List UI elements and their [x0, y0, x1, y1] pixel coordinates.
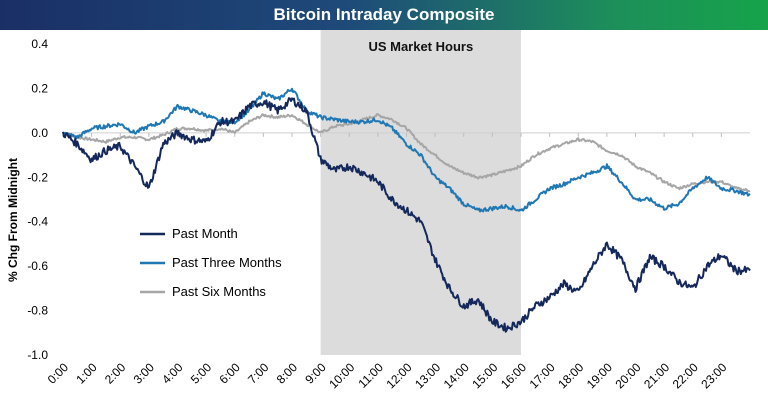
- legend-entry: Past Month: [172, 226, 238, 241]
- y-tick-label: 0.0: [31, 126, 48, 140]
- x-tick-label: 16:00: [498, 360, 529, 391]
- legend: Past Month Past Three Months Past Six Mont…: [140, 226, 282, 299]
- y-tick-label: 0.4: [31, 37, 48, 51]
- axes-layer: 0:00 1:00 2:00 3:00 4:00 5:00 6:00 7:00 8:00 9:00…: [27, 37, 750, 391]
- y-tick-label: -1.0: [27, 348, 48, 362]
- market-hours-label: US Market Hours: [368, 39, 473, 54]
- series-line-past-month: [62, 97, 751, 333]
- x-tick-label: 20:00: [612, 360, 643, 391]
- x-tick-label: 18:00: [555, 360, 586, 391]
- x-tick-label: 22:00: [670, 360, 701, 391]
- x-tick-label: 5:00: [188, 360, 215, 387]
- x-tick-label: 11:00: [355, 360, 386, 391]
- chart-title: Bitcoin Intraday Composite: [273, 5, 495, 24]
- x-tick-label: 0:00: [45, 360, 72, 387]
- chart-title-bar: Bitcoin Intraday Composite: [0, 0, 768, 30]
- x-tick-label: 9:00: [302, 360, 329, 387]
- x-tick-label: 15:00: [469, 360, 500, 391]
- x-tick-label: 1:00: [73, 360, 100, 387]
- x-tick-label: 8:00: [274, 360, 301, 387]
- x-tick-label: 7:00: [245, 360, 272, 387]
- y-tick-label: -0.2: [27, 170, 48, 184]
- x-tick-label: 17:00: [527, 360, 558, 391]
- x-tick-label: 23:00: [698, 360, 729, 391]
- x-tick-label: 21:00: [641, 360, 672, 391]
- chart-canvas: US Market Hours 0:00 1:00 2:00 3:00 4:00 5:00…: [6, 30, 751, 391]
- series-line-past-six-months: [62, 113, 751, 193]
- x-tick-label: 2:00: [102, 360, 129, 387]
- x-tick-label: 14:00: [441, 360, 472, 391]
- series-layer: [62, 87, 751, 333]
- x-tick-label: 13:00: [412, 360, 443, 391]
- y-tick-label: -0.6: [27, 259, 48, 273]
- x-tick-label: 10:00: [326, 360, 357, 391]
- x-tick-label: 12:00: [383, 360, 414, 391]
- x-tick-label: 4:00: [159, 360, 186, 387]
- market-hours-band: [320, 30, 521, 355]
- legend-entry: Past Six Months: [172, 284, 266, 299]
- y-axis-label: % Chg From Midnight: [6, 158, 20, 282]
- x-tick-label: 19:00: [584, 360, 615, 391]
- x-tick-label: 3:00: [131, 360, 158, 387]
- y-tick-label: -0.4: [27, 215, 48, 229]
- y-tick-label: -0.8: [27, 304, 48, 318]
- series-line-past-three-months: [62, 87, 751, 213]
- legend-entry: Past Three Months: [172, 255, 282, 270]
- market-hours-band-layer: US Market Hours: [320, 30, 521, 355]
- y-tick-label: 0.2: [31, 81, 48, 95]
- x-tick-label: 6:00: [216, 360, 243, 387]
